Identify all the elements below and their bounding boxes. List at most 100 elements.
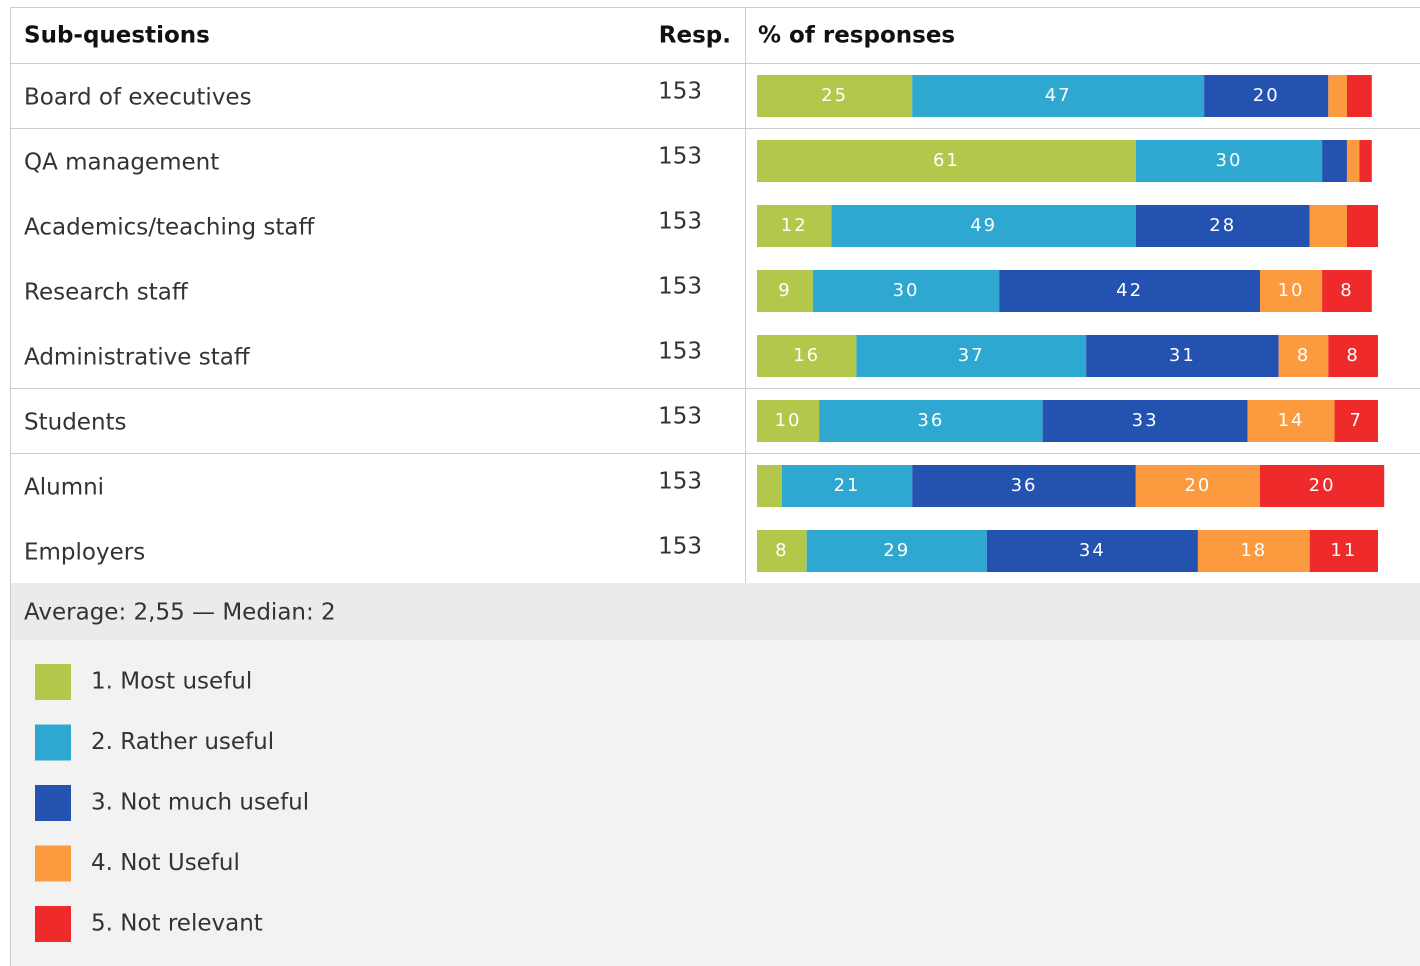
data-label: 36: [917, 410, 944, 431]
data-label: 14: [1278, 410, 1305, 431]
bar-segment: [1135, 140, 1323, 182]
bar-segment: [831, 205, 1136, 247]
bar-segment: [757, 335, 857, 377]
response-count: 153: [658, 404, 702, 430]
bar-segment: [1204, 75, 1329, 117]
bar-segment: [757, 530, 807, 572]
response-count: 153: [658, 274, 702, 300]
header: Resp.: [659, 23, 731, 49]
data-label: 21: [834, 475, 861, 496]
legend-swatch: [35, 724, 71, 761]
bar-segment: [1135, 205, 1310, 247]
bar-segment: [1260, 270, 1323, 312]
bar-segment: [1197, 530, 1310, 572]
bar-segment: [757, 140, 1136, 182]
bar-segment: [806, 530, 987, 572]
legend-label: 2. Rather useful: [91, 729, 274, 755]
data-label: 7: [1350, 410, 1363, 431]
response-count: 153: [658, 79, 702, 105]
legend-label: 4. Not Useful: [91, 850, 240, 876]
data-label: 11: [1330, 540, 1357, 561]
summary-panel: [10, 583, 1420, 640]
bar-segment: [1328, 335, 1378, 377]
bar-segment: [1042, 400, 1248, 442]
bar-segment: [757, 465, 782, 507]
row-label: Alumni: [24, 475, 104, 501]
bar-segment: [757, 75, 913, 117]
legend-swatch: [35, 664, 71, 700]
bar-segment: [1247, 400, 1335, 442]
data-label: 49: [970, 215, 997, 236]
data-label: 8: [1340, 280, 1353, 301]
data-label: 20: [1309, 475, 1336, 496]
bar-segment: [1328, 75, 1347, 117]
data-label: 30: [1216, 150, 1243, 171]
data-label: 33: [1132, 410, 1159, 431]
data-label: 20: [1253, 85, 1280, 106]
row-label: Employers: [24, 540, 145, 566]
bar-segment: [1278, 335, 1329, 377]
data-label: 36: [1011, 475, 1038, 496]
data-label: 61: [933, 150, 960, 171]
bar-segment: [757, 270, 813, 312]
summary: Average: 2,55 — Median: 2: [24, 600, 336, 626]
data-label: 18: [1240, 540, 1267, 561]
data-label: 34: [1079, 540, 1106, 561]
data-label: 28: [1209, 215, 1236, 236]
bar-segment: [986, 530, 1198, 572]
legend-panel: [10, 583, 1420, 966]
bar-segment: [1334, 400, 1378, 442]
data-label: 10: [1278, 280, 1305, 301]
bar-segment: [1346, 140, 1360, 182]
row-label: Administrative staff: [24, 345, 251, 371]
legend-swatch: [35, 845, 71, 882]
row-label: Board of executives: [24, 85, 252, 111]
row-label: Academics/teaching staff: [24, 215, 315, 241]
bar-segment: [1346, 205, 1378, 247]
bar-segment: [819, 400, 1043, 442]
data-label: 29: [883, 540, 910, 561]
data-label: 30: [893, 280, 920, 301]
data-label: 9: [778, 280, 791, 301]
response-count: 153: [658, 144, 702, 170]
bar-segment: [781, 465, 913, 507]
header: % of responses: [758, 23, 955, 49]
bar-segment: [1135, 465, 1261, 507]
data-label: 31: [1169, 345, 1196, 366]
bar-segment: [856, 335, 1087, 377]
row-label: QA management: [24, 150, 219, 176]
data-label: 10: [775, 410, 802, 431]
bar-segment: [1086, 335, 1279, 377]
bar-segment: [912, 465, 1136, 507]
bar-segment: [1322, 270, 1372, 312]
legend-swatch: [35, 785, 71, 821]
response-count: 153: [658, 339, 702, 365]
response-count: 153: [658, 469, 702, 495]
response-count: 153: [658, 209, 702, 235]
bar-segment: [1346, 75, 1372, 117]
legend-label: 1. Most useful: [91, 669, 252, 695]
data-label: 8: [1346, 345, 1359, 366]
bar-segment: [812, 270, 1000, 312]
data-label: 25: [821, 85, 848, 106]
bar-segment: [999, 270, 1261, 312]
response-count: 153: [658, 534, 702, 560]
bar-segment: [757, 205, 832, 247]
bar-segment: [1309, 205, 1347, 247]
data-label: 47: [1045, 85, 1072, 106]
legend-swatch: [35, 906, 71, 942]
data-label: 8: [1297, 345, 1310, 366]
bar-segment: [1359, 140, 1372, 182]
legend-label: 5. Not relevant: [91, 911, 263, 937]
bar-segment: [1309, 530, 1378, 572]
header-row: [10, 7, 1420, 64]
row-label: Research staff: [24, 280, 189, 306]
data-label: 16: [793, 345, 820, 366]
data-label: 42: [1116, 280, 1143, 301]
bar-segment: [1322, 140, 1347, 182]
header: Sub-questions: [24, 23, 210, 49]
data-label: 8: [775, 540, 788, 561]
row-label: Students: [24, 410, 127, 436]
bar-segment: [1260, 465, 1385, 507]
